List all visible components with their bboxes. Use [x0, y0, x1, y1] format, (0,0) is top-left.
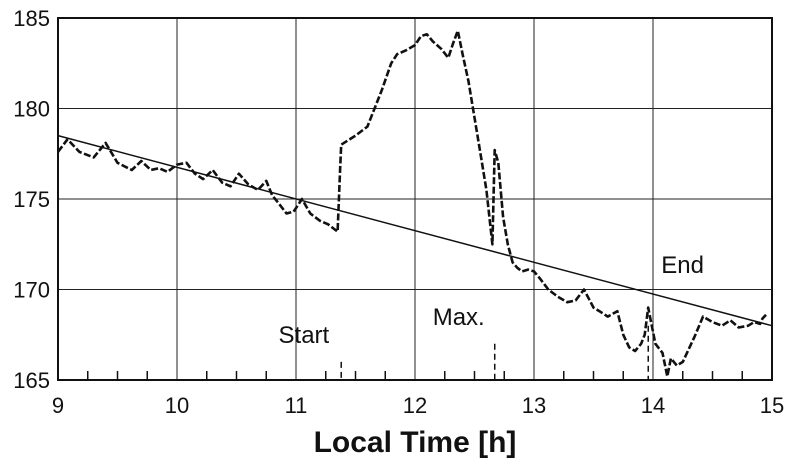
annotation-label: Start	[279, 322, 330, 349]
y-tick-label: 180	[13, 97, 50, 122]
plot-frame	[57, 17, 773, 381]
measured-series-line	[56, 29, 767, 378]
y-tick-label: 170	[13, 278, 50, 303]
x-tick-label: 13	[522, 393, 546, 418]
x-axis-label: Local Time [h]	[314, 426, 517, 459]
x-tick-label: 15	[760, 393, 784, 418]
event-markers	[340, 325, 649, 380]
axis-ticks: 9 10 11 12 13 14 15 165 170 175 180 185	[13, 6, 784, 418]
y-tick-label: 185	[13, 6, 50, 31]
trend-line	[57, 134, 773, 327]
x-tick-label: 9	[52, 393, 64, 418]
x-tick-label: 14	[641, 393, 665, 418]
grid	[57, 17, 773, 381]
x-tick-label: 12	[403, 393, 427, 418]
y-tick-label: 165	[13, 368, 50, 393]
x-tick-label: 10	[165, 393, 189, 418]
annotation-label: End	[661, 252, 704, 279]
x-tick-label: 11	[285, 393, 308, 418]
y-tick-label: 175	[13, 187, 50, 212]
annotation-label: Max.	[433, 304, 485, 331]
series-layer	[56, 29, 773, 378]
annotations: Start Max. End	[279, 252, 704, 349]
